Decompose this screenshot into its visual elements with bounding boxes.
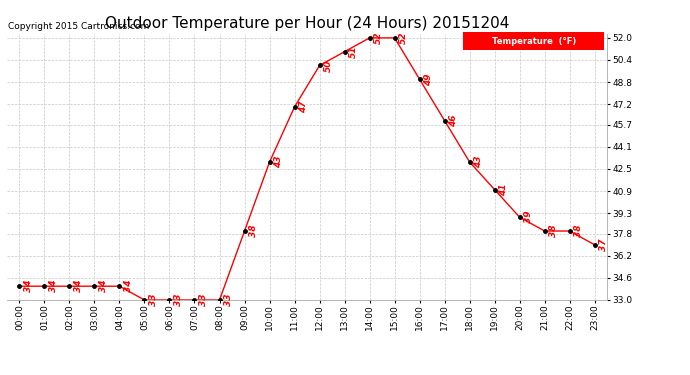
- Text: 37: 37: [599, 238, 608, 251]
- Text: 39: 39: [524, 211, 533, 223]
- Text: 33: 33: [148, 294, 157, 306]
- Text: 49: 49: [424, 73, 433, 86]
- Text: 34: 34: [48, 280, 57, 292]
- Text: 33: 33: [174, 294, 183, 306]
- Text: 33: 33: [199, 294, 208, 306]
- Title: Outdoor Temperature per Hour (24 Hours) 20151204: Outdoor Temperature per Hour (24 Hours) …: [105, 16, 509, 31]
- Text: 38: 38: [549, 225, 558, 237]
- Text: 34: 34: [99, 280, 108, 292]
- FancyBboxPatch shape: [463, 32, 604, 50]
- Text: 46: 46: [448, 114, 457, 127]
- Text: 47: 47: [299, 100, 308, 113]
- Text: 38: 38: [574, 225, 583, 237]
- Text: 43: 43: [474, 156, 483, 168]
- Text: 38: 38: [248, 225, 257, 237]
- Text: 52: 52: [399, 32, 408, 44]
- Text: 34: 34: [23, 280, 32, 292]
- Text: Copyright 2015 Cartronics.com: Copyright 2015 Cartronics.com: [8, 22, 149, 31]
- Text: 43: 43: [274, 156, 283, 168]
- Text: 33: 33: [224, 294, 233, 306]
- Text: 50: 50: [324, 59, 333, 72]
- Text: 34: 34: [74, 280, 83, 292]
- Text: 41: 41: [499, 183, 508, 196]
- Text: Temperature  (°F): Temperature (°F): [492, 37, 576, 46]
- Text: 34: 34: [124, 280, 132, 292]
- Text: 51: 51: [348, 45, 357, 58]
- Text: 52: 52: [374, 32, 383, 44]
